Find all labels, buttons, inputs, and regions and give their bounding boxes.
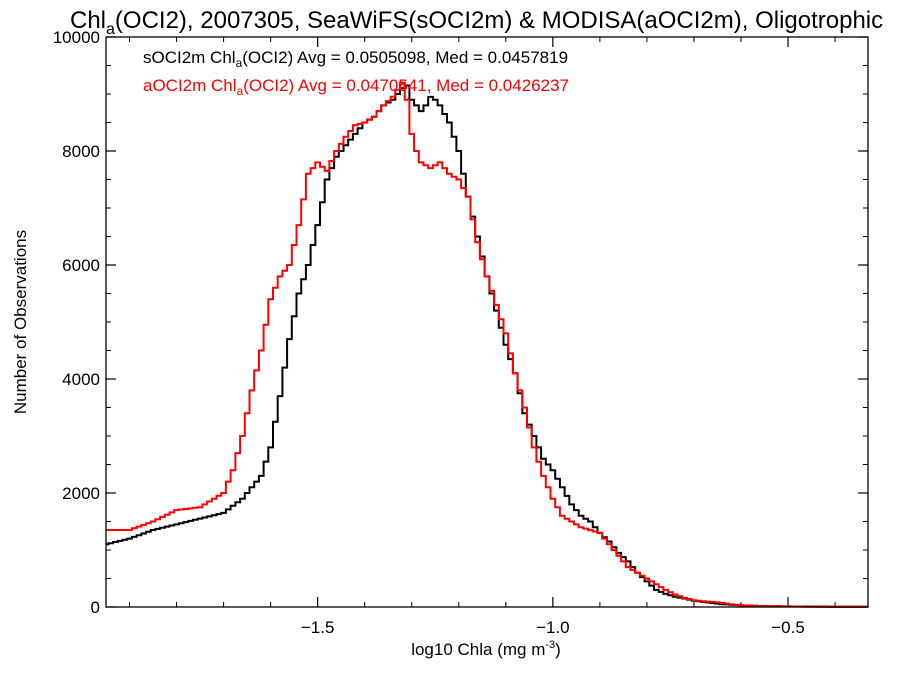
legend-entry-text-rest: (OCI2) Avg = 0.0505098, Med = 0.0457819 xyxy=(242,48,568,67)
legend-entry-text: sOCI2m Chl xyxy=(143,48,236,67)
x-axis-label: log10 Chla (mg m-3) xyxy=(411,639,561,659)
chart-title: Chla(OCI2), 2007305, SeaWiFS(sOCI2m) & M… xyxy=(70,7,883,38)
y-tick-label: 0 xyxy=(91,598,100,617)
x-axis-label-superscript: -3 xyxy=(545,639,555,651)
series-line-aOCI2m xyxy=(106,81,868,608)
y-tick-label: 6000 xyxy=(62,256,100,275)
legend-entry-subscript: a xyxy=(236,56,243,70)
legend-entry-text: aOCI2m Chl xyxy=(143,76,237,95)
y-tick-label: 2000 xyxy=(62,484,100,503)
legend-entry-subscript: a xyxy=(237,84,244,98)
series-line-sOCI2m xyxy=(106,84,868,608)
x-axis-label-text-rest: ) xyxy=(555,640,561,659)
legend-entry-sOCI2m: sOCI2m Chla(OCI2) Avg = 0.0505098, Med =… xyxy=(143,48,568,70)
y-tick-label: 10000 xyxy=(53,28,100,47)
x-axis-label-text: log10 Chla (mg m xyxy=(411,640,545,659)
plot-frame xyxy=(105,36,869,608)
series-layer xyxy=(106,81,868,608)
y-tick-label: 8000 xyxy=(62,142,100,161)
x-tick-label: −1.0 xyxy=(536,618,570,637)
legend-entry-aOCI2m: aOCI2m Chla(OCI2) Avg = 0.0470541, Med =… xyxy=(143,76,569,98)
y-axis-label: Number of Observations xyxy=(11,230,30,414)
tick-layer: −1.5 −1.0 −0.5 0 2000 4000 6000 8000 10000 xyxy=(53,28,868,637)
chart-title-main: Chl xyxy=(70,7,106,34)
y-tick-label: 4000 xyxy=(62,370,100,389)
legend: sOCI2m Chla(OCI2) Avg = 0.0505098, Med =… xyxy=(143,48,569,98)
x-tick-label: −0.5 xyxy=(771,618,805,637)
legend-entry-text-rest: (OCI2) Avg = 0.0470541, Med = 0.0426237 xyxy=(243,76,569,95)
chart-title-rest: (OCI2), 2007305, SeaWiFS(sOCI2m) & MODIS… xyxy=(115,7,883,34)
chart-title-subscript: a xyxy=(106,21,115,38)
x-tick-label: −1.5 xyxy=(301,618,335,637)
